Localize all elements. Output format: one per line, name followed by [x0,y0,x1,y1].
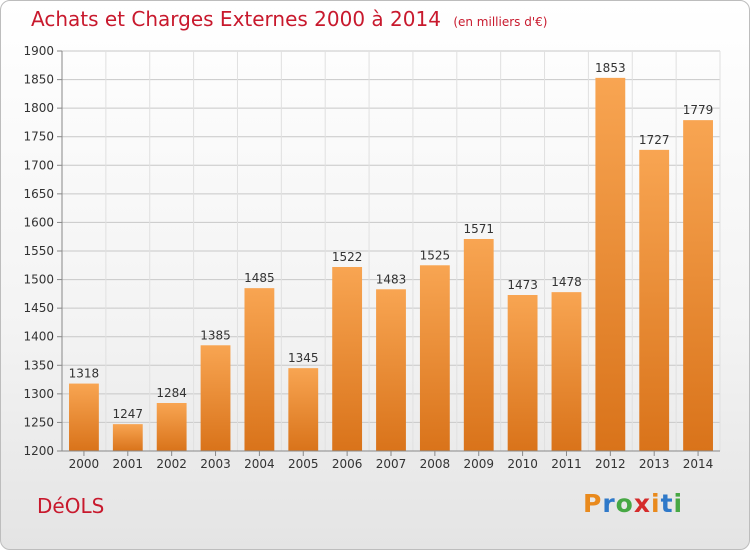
y-tick-label: 1850 [23,73,54,87]
y-tick-label: 1250 [23,415,54,429]
bar-value-label: 1522 [332,250,363,264]
bar [419,265,450,451]
bar [595,77,626,451]
bar-value-label: 1779 [683,103,714,117]
y-tick-label: 1900 [23,44,54,58]
logo-letter: t [660,489,674,518]
y-tick-label: 1550 [23,244,54,258]
logo-letter: i [673,489,684,518]
bar [69,383,99,451]
bar-value-label: 1485 [244,271,275,285]
bar [507,295,538,451]
bar-value-label: 1345 [288,351,319,365]
bar [112,424,143,451]
x-tick-label: 2004 [244,457,275,471]
logo-letter: x [633,489,651,518]
x-tick-label: 2013 [639,457,670,471]
bar-value-label: 1473 [507,278,538,292]
logo-letter: o [615,489,634,518]
bar-value-label: 1385 [200,328,231,342]
y-tick-label: 1450 [23,301,54,315]
logo-letter: P [583,489,603,518]
bar-value-label: 1478 [551,275,582,289]
bar [463,239,494,451]
x-tick-label: 2002 [156,457,187,471]
x-tick-label: 2006 [332,457,363,471]
axes: 1200 1250 1300 1350 1400 1450 1500 1550 1600 1650… [23,44,720,471]
bar [200,345,231,451]
bar-value-label: 1853 [595,61,626,75]
bar-value-label: 1247 [113,407,144,421]
x-tick-label: 2005 [288,457,319,471]
bar [332,267,363,451]
x-tick-label: 2003 [200,457,231,471]
bar-value-label: 1727 [639,133,670,147]
x-tick-label: 2010 [507,457,538,471]
y-tick-label: 1650 [23,187,54,201]
y-tick-label: 1500 [23,273,54,287]
y-tick-label: 1700 [23,158,54,172]
bar-value-label: 1318 [69,367,100,381]
y-tick-label: 1750 [23,130,54,144]
y-tick-label: 1400 [23,330,54,344]
bar [683,120,713,452]
bar [288,368,319,451]
y-tick-label: 1350 [23,358,54,372]
chart-title: Achats et Charges Externes 2000 à 2014 (… [31,7,547,31]
x-tick-label: 2007 [376,457,407,471]
bar [376,289,406,451]
x-tick-label: 2014 [683,457,714,471]
x-tick-label: 2012 [595,457,626,471]
x-tick-label: 2011 [551,457,582,471]
bar [244,288,275,451]
bar-value-label: 1284 [156,386,187,400]
commune-name: DéOLS [37,494,105,518]
bar [156,403,187,451]
logo-letter: i [651,489,661,518]
y-tick-label: 1200 [23,444,54,458]
bar [639,149,670,451]
bar-value-label: 1571 [463,222,494,236]
x-tick-label: 2001 [113,457,144,471]
y-tick-label: 1800 [23,101,54,115]
y-tick-label: 1600 [23,215,54,229]
bars: 1318 1247 1284 1385 1485 1345 1522 1483 1525 1571… [69,61,714,452]
x-tick-label: 2009 [463,457,494,471]
chart-title-text: Achats et Charges Externes 2000 à 2014 [31,7,441,31]
logo-letter: r [602,489,616,518]
y-tick-label: 1300 [23,387,54,401]
x-tick-label: 2008 [420,457,451,471]
bar [551,292,582,451]
bar-value-label: 1525 [420,248,451,262]
x-tick-label: 2000 [69,457,100,471]
chart-unit: (en milliers d'€) [453,15,548,29]
proxiti-logo: Proxiti [583,489,683,518]
bar-value-label: 1483 [376,272,407,286]
